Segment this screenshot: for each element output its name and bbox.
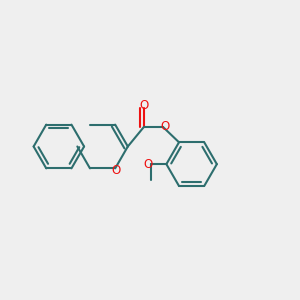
Text: O: O — [139, 99, 148, 112]
Text: O: O — [111, 164, 120, 177]
Text: O: O — [161, 120, 170, 134]
Text: O: O — [144, 158, 153, 171]
